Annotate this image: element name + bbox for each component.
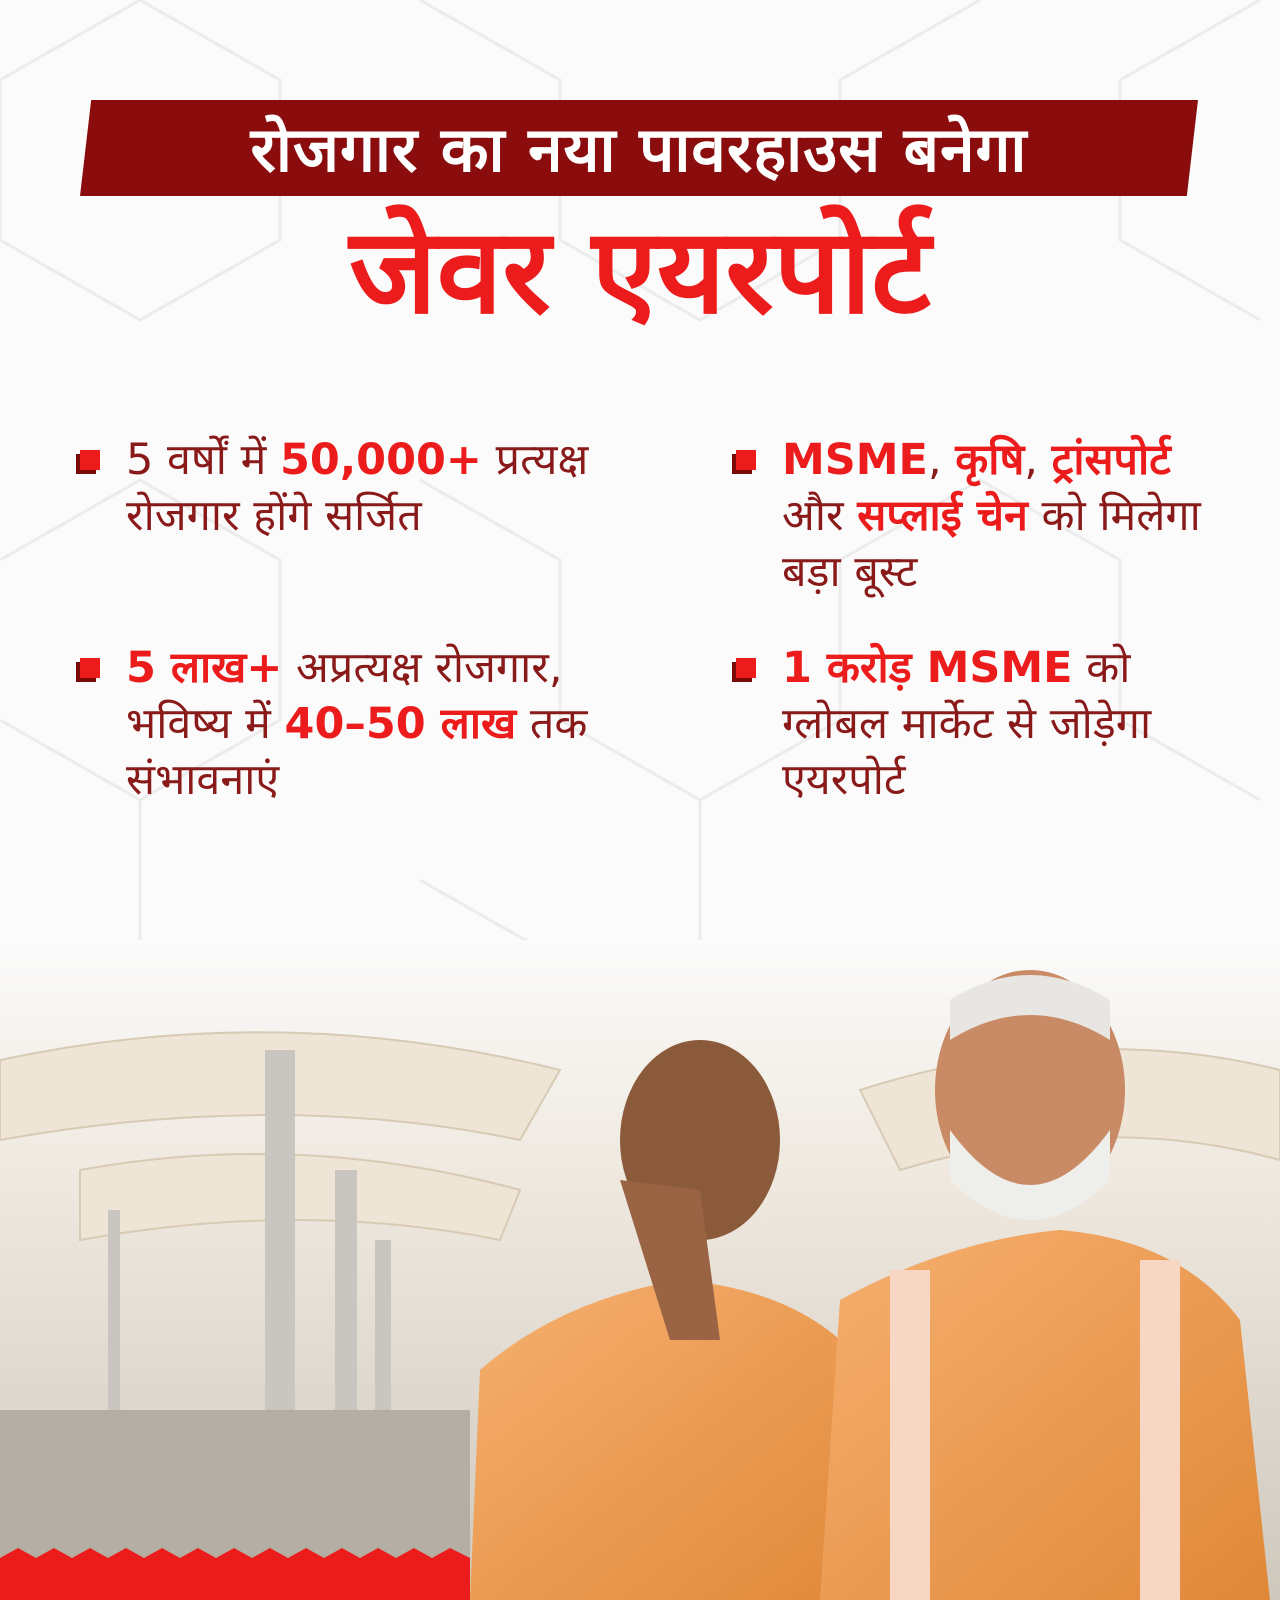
bullet-square-icon [80,450,100,470]
page-title: जेवर एयरपोर्ट [349,202,931,340]
person-left [470,1040,880,1600]
bullet-highlight: 50,000+ [279,435,482,485]
bullet-global-market: 1 करोड़ MSME को ग्लोबल मार्केट से जोड़ेग… [736,640,1182,808]
bullet-msme-boost: MSME, कृषि, ट्रांसपोर्ट और सप्लाई चेन को… [736,432,1242,600]
hexagon-background-pattern [0,0,1261,962]
bullet-text: को ग्लोबल मार्केट से जोड़ेगा एयरपोर्ट [782,643,1152,805]
bullet-text: और [782,491,858,541]
bullet-square-icon [736,450,756,470]
red-zigzag-border [0,1548,470,1600]
headline-banner: रोजगार का नया पावरहाउस बनेगा [80,100,1198,196]
bullet-square-icon [736,658,756,678]
bullet-indirect-jobs: 5 लाख+ अप्रत्यक्ष रोजगार, भविष्य में 40–… [80,640,666,808]
bullet-highlight: MSME [782,435,928,485]
bullet-text: अप्रत्यक्ष रोजगार, भविष्य में [126,643,563,749]
bullet-highlight: कृषि [955,435,1025,485]
bullet-square-icon [80,658,100,678]
bullet-text: प्रत्यक्ष रोजगार होंगे सर्जित [126,435,589,541]
bullet-highlight: 40–50 लाख [284,699,517,749]
bullet-text: को मिलेगा बड़ा बूस्ट [782,491,1201,597]
bullet-highlight: 1 करोड़ MSME [782,643,1073,693]
bullet-highlight: सप्लाई चेन [857,491,1028,541]
airport-photo [0,940,1280,1600]
person-right [820,970,1270,1600]
bullet-text: 5 वर्षों में [126,435,280,485]
bullet-text: तक संभावनाएं [126,699,588,805]
bullet-direct-jobs: 5 वर्षों में 50,000+ प्रत्यक्ष रोजगार हो… [80,432,666,544]
bullet-text: , [1024,435,1052,485]
bullet-highlight: 5 लाख+ [126,643,283,693]
bullet-highlight: ट्रांसपोर्ट [1051,435,1171,485]
banner-text: रोजगार का नया पावरहाउस बनेगा [250,113,1028,186]
bullet-text: , [927,435,956,485]
